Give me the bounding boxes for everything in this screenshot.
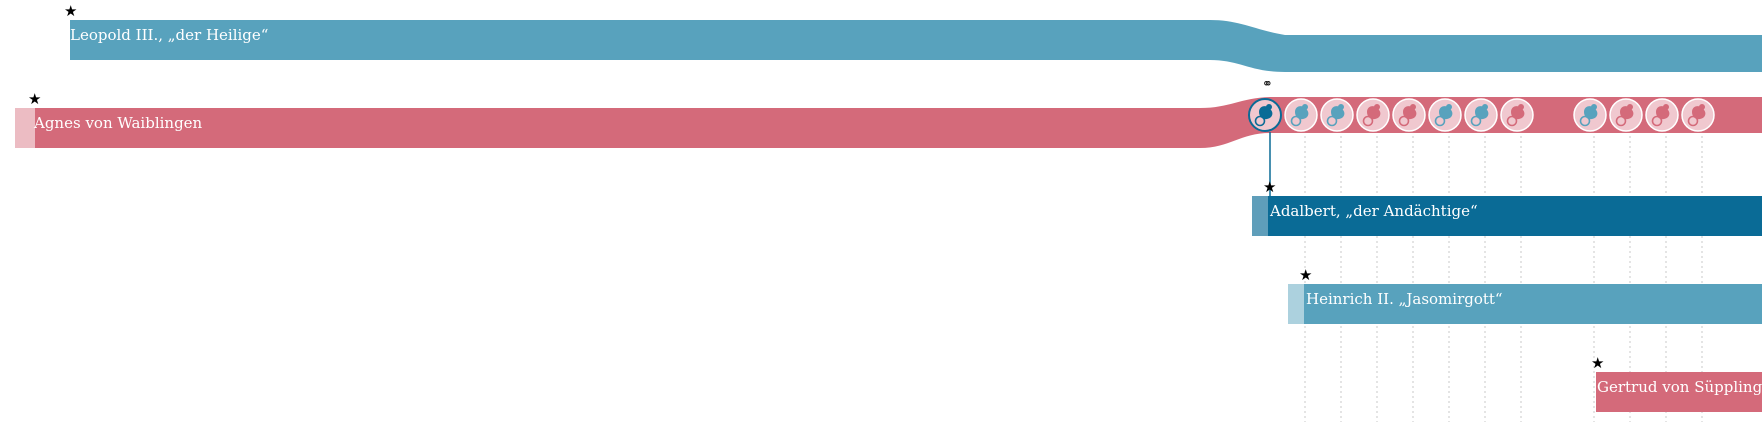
person-name-leopold[interactable]: Leopold III., „der Heilige“ [70,26,269,44]
life-bar-agnes-fade-left [15,108,35,148]
birth-star-icon: ★ [64,2,78,20]
pacifier-ring [1615,115,1627,127]
pacifier-nipple [1627,104,1633,110]
life-bar-agnes[interactable] [15,97,1762,148]
child-pacifier-icon[interactable] [1645,98,1679,132]
pacifier-ring [1470,115,1482,127]
birth-star-icon: ★ [28,90,42,108]
child-pacifier-icon[interactable] [1464,98,1498,132]
pacifier-nipple [1482,104,1488,110]
person-name-heinrich[interactable]: Heinrich II. „Jasomirgott“ [1306,290,1503,308]
pacifier-nipple [1446,104,1452,110]
pacifier-ring [1687,115,1699,127]
child-pacifier-icon[interactable] [1356,98,1390,132]
pacifier-ring [1579,115,1591,127]
pacifier-ring [1506,115,1518,127]
child-pacifier-icon[interactable] [1248,98,1282,132]
pacifier-nipple [1699,104,1705,110]
person-name-gertrud[interactable]: Gertrud von Süpplingenburg [1597,378,1762,396]
child-pacifier-icon[interactable] [1573,98,1607,132]
child-pacifier-icon[interactable] [1428,98,1462,132]
pacifier-nipple [1302,104,1308,110]
life-bar-heinrich[interactable] [1288,284,1762,324]
pacifier-ring [1254,115,1266,127]
pacifier-nipple [1518,104,1524,110]
child-pacifier-icon[interactable] [1500,98,1534,132]
pacifier-nipple [1591,104,1597,110]
pacifier-ring [1651,115,1663,127]
pacifier-ring [1434,115,1446,127]
pacifier-ring [1290,115,1302,127]
child-pacifier-icon[interactable] [1681,98,1715,132]
child-pacifier-icon[interactable] [1609,98,1643,132]
child-pacifier-icon[interactable] [1284,98,1318,132]
life-bar-heinrich-fade [1288,284,1304,324]
life-bar-gertrud[interactable] [1596,372,1762,412]
pacifier-nipple [1338,104,1344,110]
wedding-rings-icon[interactable]: ⚭ [1262,77,1273,92]
birth-star-icon: ★ [1591,354,1605,372]
child-pacifier-icon[interactable] [1392,98,1426,132]
life-bar-adalbert-fade [1252,196,1268,236]
pacifier-nipple [1410,104,1416,110]
life-bar-adalbert-fade-white [1252,196,1268,236]
pacifier-nipple [1266,104,1272,110]
pacifier-ring [1362,115,1374,127]
birth-star-icon: ★ [1263,178,1277,196]
person-name-agnes[interactable]: Agnes von Waiblingen [34,114,203,132]
child-descent-lines [1304,131,1703,422]
life-bar-leopold[interactable] [70,20,1762,72]
birth-star-icon: ★ [1299,266,1313,284]
child-pacifier-icon[interactable] [1320,98,1354,132]
person-name-adalbert[interactable]: Adalbert, „der Andächtige“ [1270,202,1478,220]
pacifier-nipple [1663,104,1669,110]
life-bar-adalbert[interactable] [1252,196,1762,236]
pacifier-ring [1326,115,1338,127]
children-row [1248,98,1715,132]
pacifier-ring [1398,115,1410,127]
pacifier-nipple [1374,104,1380,110]
